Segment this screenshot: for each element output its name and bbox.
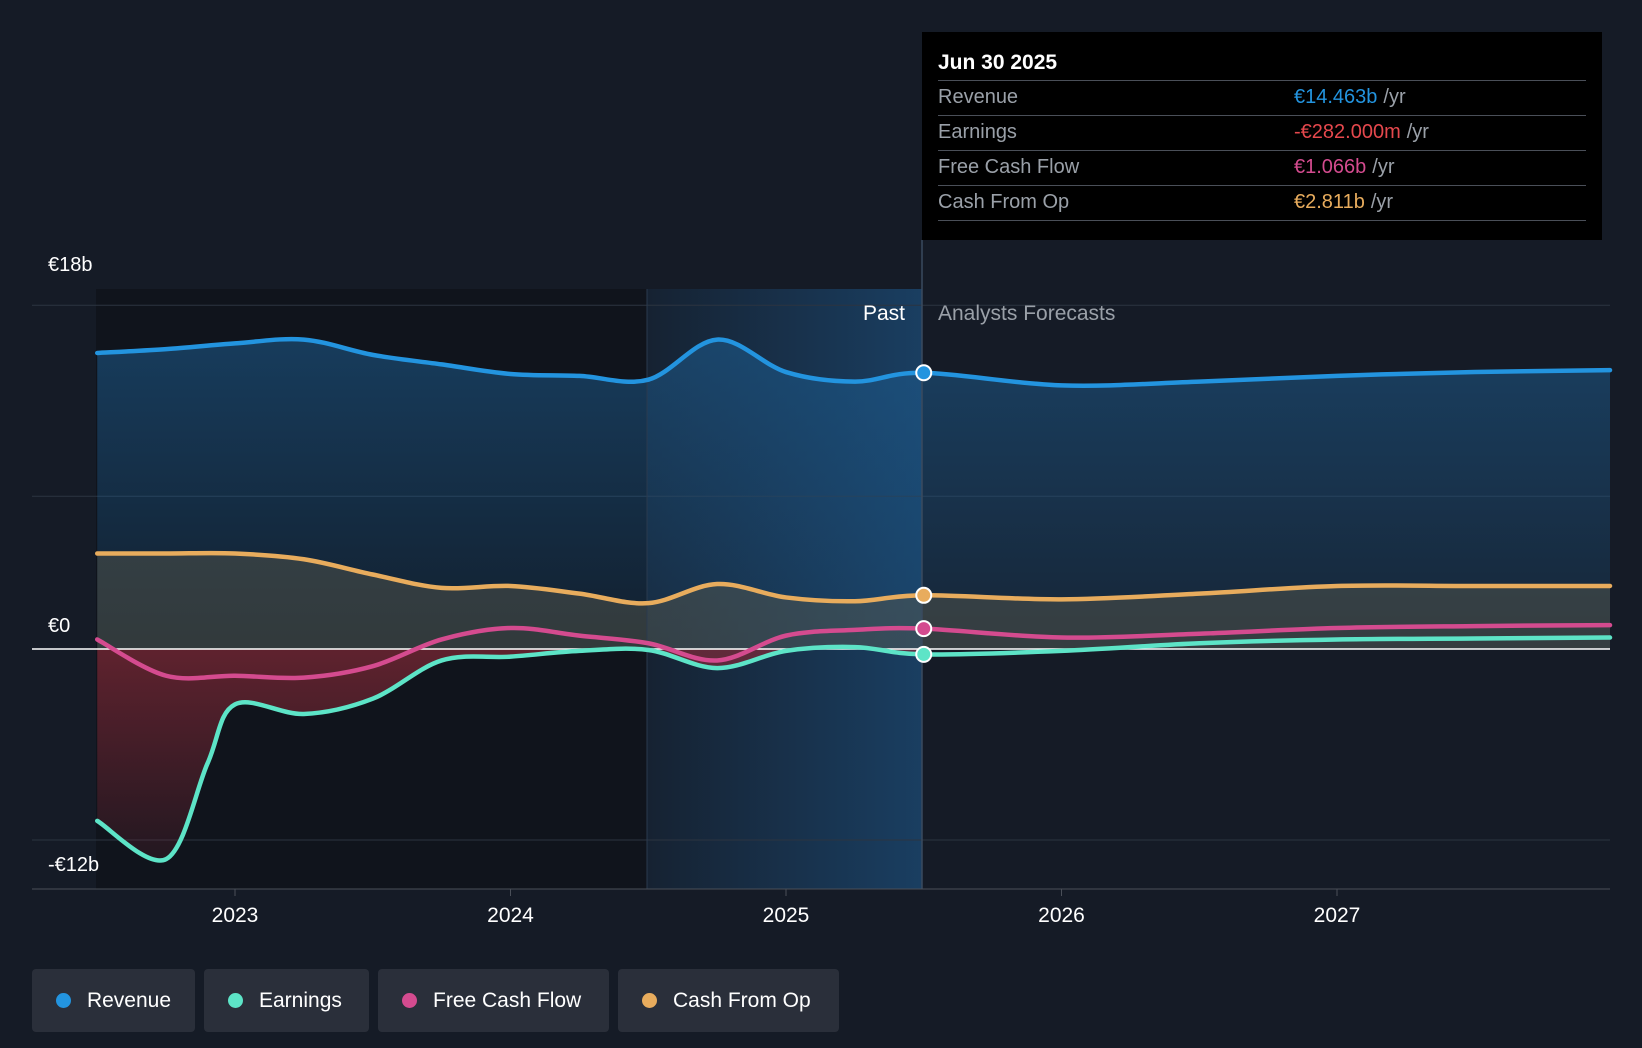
x-tick-label: 2026 — [1038, 904, 1085, 927]
series-line-revenue — [95, 336, 1613, 389]
legend-item-cash-from-op[interactable]: Cash From Op — [618, 969, 839, 1032]
series-line-earnings — [95, 635, 1613, 863]
legend-item-revenue[interactable]: Revenue — [32, 969, 195, 1032]
marker-earnings — [915, 645, 933, 663]
tooltip-name: Revenue — [938, 86, 1019, 108]
series-line-cash-from-op — [95, 550, 1613, 606]
revenue-area — [97, 339, 1610, 649]
legend-item-earnings[interactable]: Earnings — [204, 969, 369, 1032]
tooltip-unit: /yr — [1383, 86, 1406, 108]
tooltip-row-cash-from-op: Cash From Op €2.811b /yr — [938, 185, 1586, 221]
marker-cash-from-op — [915, 586, 933, 604]
x-tick-label: 2023 — [212, 904, 259, 927]
cash-from-op-area — [97, 553, 1610, 649]
y-label-bottom: -€12b — [48, 854, 99, 876]
tooltip-row-free-cash-flow: Free Cash Flow €1.066b /yr — [938, 150, 1586, 185]
forecast-label: Analysts Forecasts — [938, 302, 1115, 325]
series-line-free-cash-flow — [95, 622, 1613, 681]
x-tick-label: 2027 — [1314, 904, 1361, 927]
legend-dot-icon — [402, 993, 417, 1008]
past-label: Past — [863, 302, 905, 325]
tooltip-name: Cash From Op — [938, 191, 1070, 213]
legend-dot-icon — [56, 993, 71, 1008]
legend: Revenue Earnings Free Cash Flow Cash Fro… — [32, 969, 839, 1032]
marker-revenue — [915, 364, 933, 382]
series-markers — [915, 364, 933, 663]
y-label-top: €18b — [48, 254, 93, 276]
tooltip-value: €2.811b — [1294, 191, 1365, 213]
legend-dot-icon — [228, 993, 243, 1008]
x-tick-label: 2024 — [487, 904, 534, 927]
tooltip: Jun 30 2025 Revenue €14.463b /yr Earning… — [922, 32, 1602, 240]
legend-label: Free Cash Flow — [433, 988, 582, 1012]
tooltip-name: Earnings — [938, 121, 1017, 143]
tooltip-name: Free Cash Flow — [938, 156, 1080, 178]
tooltip-row-revenue: Revenue €14.463b /yr — [938, 80, 1586, 115]
series-lines — [95, 336, 1613, 863]
tooltip-date: Jun 30 2025 — [938, 51, 1058, 74]
x-axis-ticks: 2023 2024 2025 2026 2027 — [212, 889, 1361, 927]
legend-label: Revenue — [86, 988, 171, 1012]
tooltip-unit: /yr — [1406, 121, 1429, 143]
earnings-negative-area — [97, 648, 924, 861]
legend-label: Cash From Op — [673, 988, 811, 1012]
tooltip-unit: /yr — [1370, 191, 1394, 213]
legend-dot-icon — [642, 993, 657, 1008]
tooltip-value: -€282.000m — [1294, 121, 1401, 143]
x-tick-label: 2025 — [763, 904, 810, 927]
marker-free-cash-flow — [915, 620, 933, 638]
legend-label: Earnings — [259, 988, 342, 1012]
tooltip-value: €14.463b — [1294, 86, 1378, 108]
tooltip-unit: /yr — [1372, 156, 1395, 178]
y-label-zero: €0 — [48, 615, 70, 637]
tooltip-value: €1.066b — [1294, 156, 1367, 178]
legend-item-free-cash-flow[interactable]: Free Cash Flow — [378, 969, 609, 1032]
tooltip-row-earnings: Earnings -€282.000m /yr — [938, 115, 1586, 150]
